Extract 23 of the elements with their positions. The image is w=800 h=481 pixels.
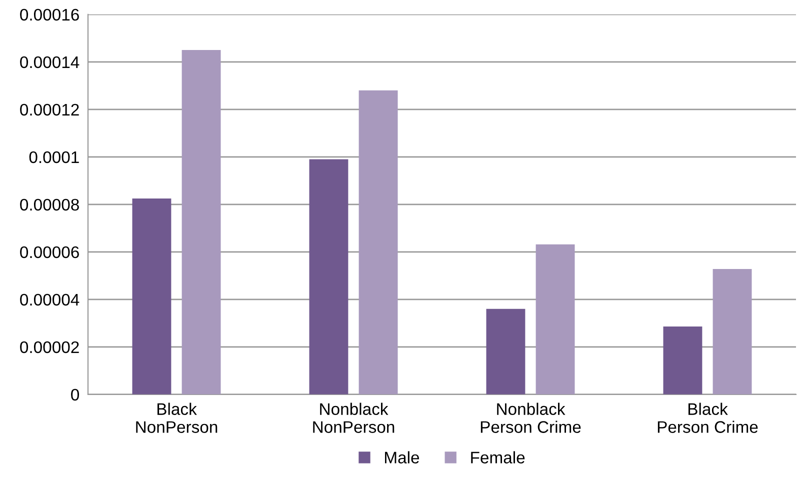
legend-label: Female — [471, 451, 525, 464]
bar — [358, 90, 398, 394]
bar — [712, 269, 752, 394]
y-tick-label: 0.00004 — [20, 294, 80, 306]
bar — [132, 198, 172, 394]
x-tick-label: Nonblack Person Crime — [480, 402, 581, 433]
x-tick-label: Black NonPerson — [136, 402, 218, 433]
bar — [182, 50, 221, 394]
y-tick-label: 0.00008 — [20, 198, 79, 211]
y-tick-label: 0.00002 — [20, 341, 79, 354]
x-tick-label: Nonblack NonPerson — [313, 402, 394, 433]
bar — [309, 159, 348, 394]
y-tick-label: 0.00012 — [20, 104, 79, 116]
y-tick-label: 0.00014 — [20, 56, 80, 68]
bar — [536, 244, 575, 394]
y-tick-label: 0.00006 — [20, 246, 79, 258]
legend-label: Male — [385, 451, 420, 464]
y-tick-label: 0.00016 — [20, 8, 79, 21]
y-tick-label: 0.0001 — [29, 151, 79, 164]
bar — [486, 308, 526, 394]
y-tick-label: 0 — [71, 388, 80, 401]
bar — [663, 326, 702, 394]
x-tick-label: Black Person Crime — [658, 402, 758, 433]
